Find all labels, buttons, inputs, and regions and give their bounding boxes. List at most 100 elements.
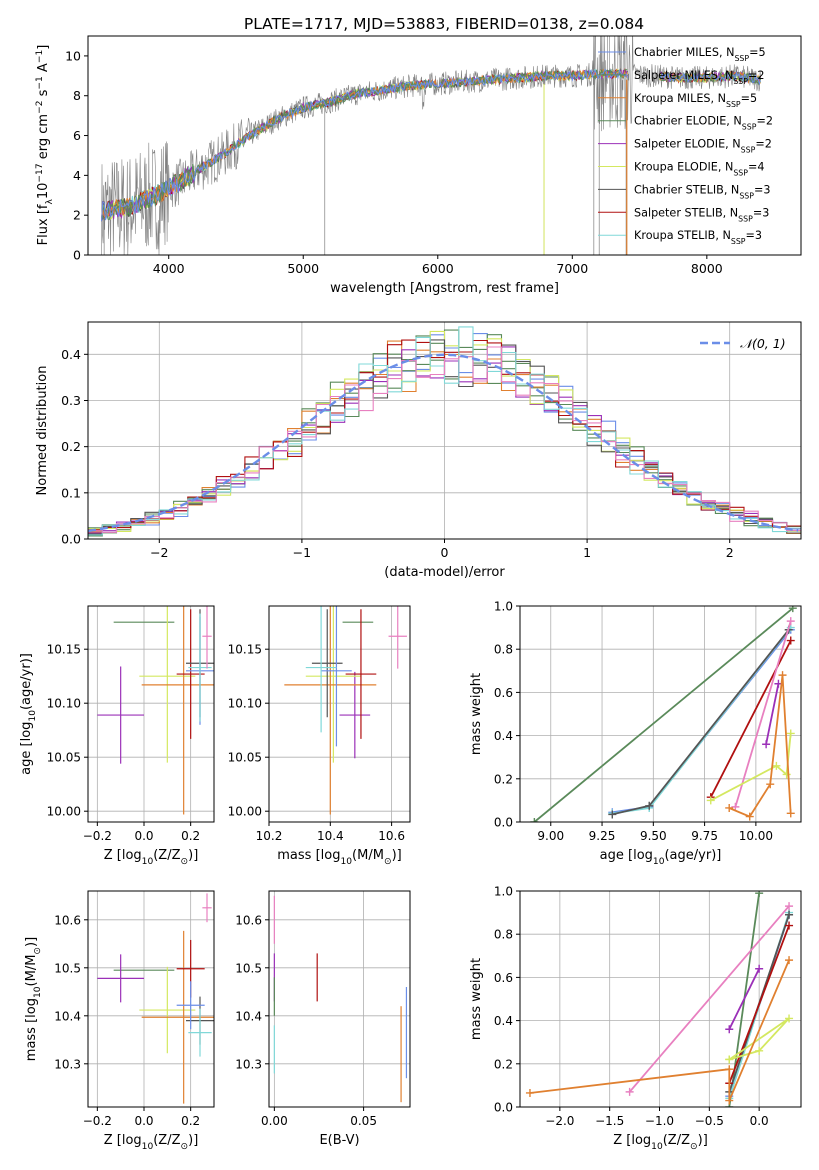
x-tick-label: 0.2 [181,829,200,843]
y-tick-label: 10.05 [47,751,81,765]
x-tick-label: 0 [441,545,449,560]
figure-title: PLATE=1717, MJD=53883, FIBERID=0138, z=0… [244,15,644,33]
y-tick-label: 0.8 [494,928,513,942]
x-tick-label: 0.0 [134,1114,153,1128]
histogram-series [88,346,801,533]
series-marker [725,1065,734,1074]
legend: Chabrier MILES, NSSP=5 Salpeter MILES, NS… [598,46,773,246]
y-tick-label: 10.4 [235,1009,262,1023]
legend-label: 𝒩(0, 1) [740,336,786,351]
series-marker [782,770,791,779]
series-marker [786,729,795,738]
series-marker [706,796,715,805]
y-tick-label: 0.1 [61,485,81,500]
y-tick-label: 1.0 [494,600,513,614]
x-axis-label: age [log10(age/yr)] [600,848,722,867]
x-tick-label: 0.0 [134,829,153,843]
y-tick-label: 0.3 [61,393,81,408]
data-point [321,606,352,747]
x-tick-label: 0.2 [181,1114,200,1128]
series-marker [755,964,764,973]
series-marker [725,803,734,812]
panel-age_vs_Z: −0.2 0.0 0.2 10.00 10.05 10.10 10.15 Z [log10(Z… [19,605,215,867]
x-tick-label: 1 [583,545,591,560]
series-line [628,905,790,1093]
axes-frame [268,890,411,1108]
series-marker [785,902,794,911]
x-tick-label: 7000 [556,261,588,276]
series-marker [645,801,654,810]
x-tick-label: 10.4 [317,829,344,843]
y-axis-label: Normed distribution [35,366,50,496]
data-point [97,954,144,1003]
series-marker [786,617,795,626]
axes-frame [519,605,802,823]
legend-label: Kroupa MILES, NSSP=5 [634,92,757,109]
panel-residuals: −2 −1 0 1 2 0.0 0.1 0.2 0.3 0.4 (data-model)/error… [35,321,802,580]
axes-frame [87,890,215,1108]
x-tick-label: 10.6 [378,829,405,843]
legend-label: Chabrier STELIB, NSSP=3 [634,183,770,200]
x-tick-label: 0.05 [350,1114,377,1128]
data-point [311,609,343,718]
x-axis-label: E(B-V) [319,1133,359,1148]
y-tick-label: 10.4 [54,1009,81,1023]
x-tick-label: 6000 [422,261,454,276]
x-axis-label: mass [log10(M/M⊙)] [277,848,401,867]
y-tick-label: 10.6 [54,913,81,927]
series-marker [785,1014,794,1023]
series-line [533,607,794,822]
x-axis-label: Z [log10(Z/Z⊙)] [613,1133,708,1152]
y-tick-label: 10.15 [228,643,262,657]
axes-frame [519,890,802,1108]
x-tick-label: 10.00 [739,829,773,843]
series-marker [755,891,764,898]
x-tick-label: 4000 [153,261,185,276]
data-point [345,609,377,739]
data-point [188,1008,212,1057]
y-tick-label: 10 [65,48,81,63]
x-axis-label: wavelength [Angstrom, rest frame] [330,281,559,296]
y-tick-label: 0.2 [61,439,81,454]
x-tick-label: 9.25 [589,829,616,843]
series-marker [530,818,539,822]
y-tick-label: 0.0 [494,1101,513,1115]
plot-area-age_vs_mass [284,606,407,815]
x-axis-label: (data-model)/error [384,565,505,580]
normal-curve [88,353,799,533]
data-point [202,893,212,923]
plot-area-weight_vs_Z [525,891,794,1107]
y-axis-label: age [log10(age/yr)] [19,653,38,775]
series-marker [785,956,794,965]
x-tick-label: 10.2 [256,829,283,843]
axes-frame [268,605,411,823]
data-point [188,613,212,722]
legend-label: Salpeter MILES, NSSP=2 [634,69,764,86]
series-marker [788,606,797,613]
y-tick-label: 10.10 [47,697,81,711]
y-tick-label: 0.6 [494,971,513,985]
data-point [305,606,361,763]
y-tick-label: 0.4 [494,729,513,743]
legend-label: Salpeter ELODIE, NSSP=2 [634,138,772,155]
y-tick-label: 4 [73,168,81,183]
y-tick-label: 10.6 [235,913,262,927]
series-line [529,959,790,1101]
plot-area-spectrum [101,36,762,255]
data-point [305,606,337,733]
x-tick-label: 5000 [287,261,319,276]
series-marker [778,671,787,680]
panel-mass_vs_ebv: 0.00 0.05 10.3 10.4 10.5 10.6 E(B-V) [235,890,411,1148]
legend-label: Kroupa ELODIE, NSSP=4 [634,161,764,178]
series-marker [725,1025,734,1034]
data-point [97,666,144,764]
series-line [710,733,792,802]
x-tick-label: 9.00 [537,829,564,843]
data-point [202,606,212,669]
x-tick-label: −1 [293,545,311,560]
series-marker [725,1055,734,1064]
series-line [734,620,792,808]
series-line [728,1017,790,1061]
legend-label: Kroupa STELIB, NSSP=3 [634,229,762,246]
panel-spectrum: 4000 5000 6000 7000 8000 0 2 4 6 8 10 wavelength [A… [35,35,802,296]
